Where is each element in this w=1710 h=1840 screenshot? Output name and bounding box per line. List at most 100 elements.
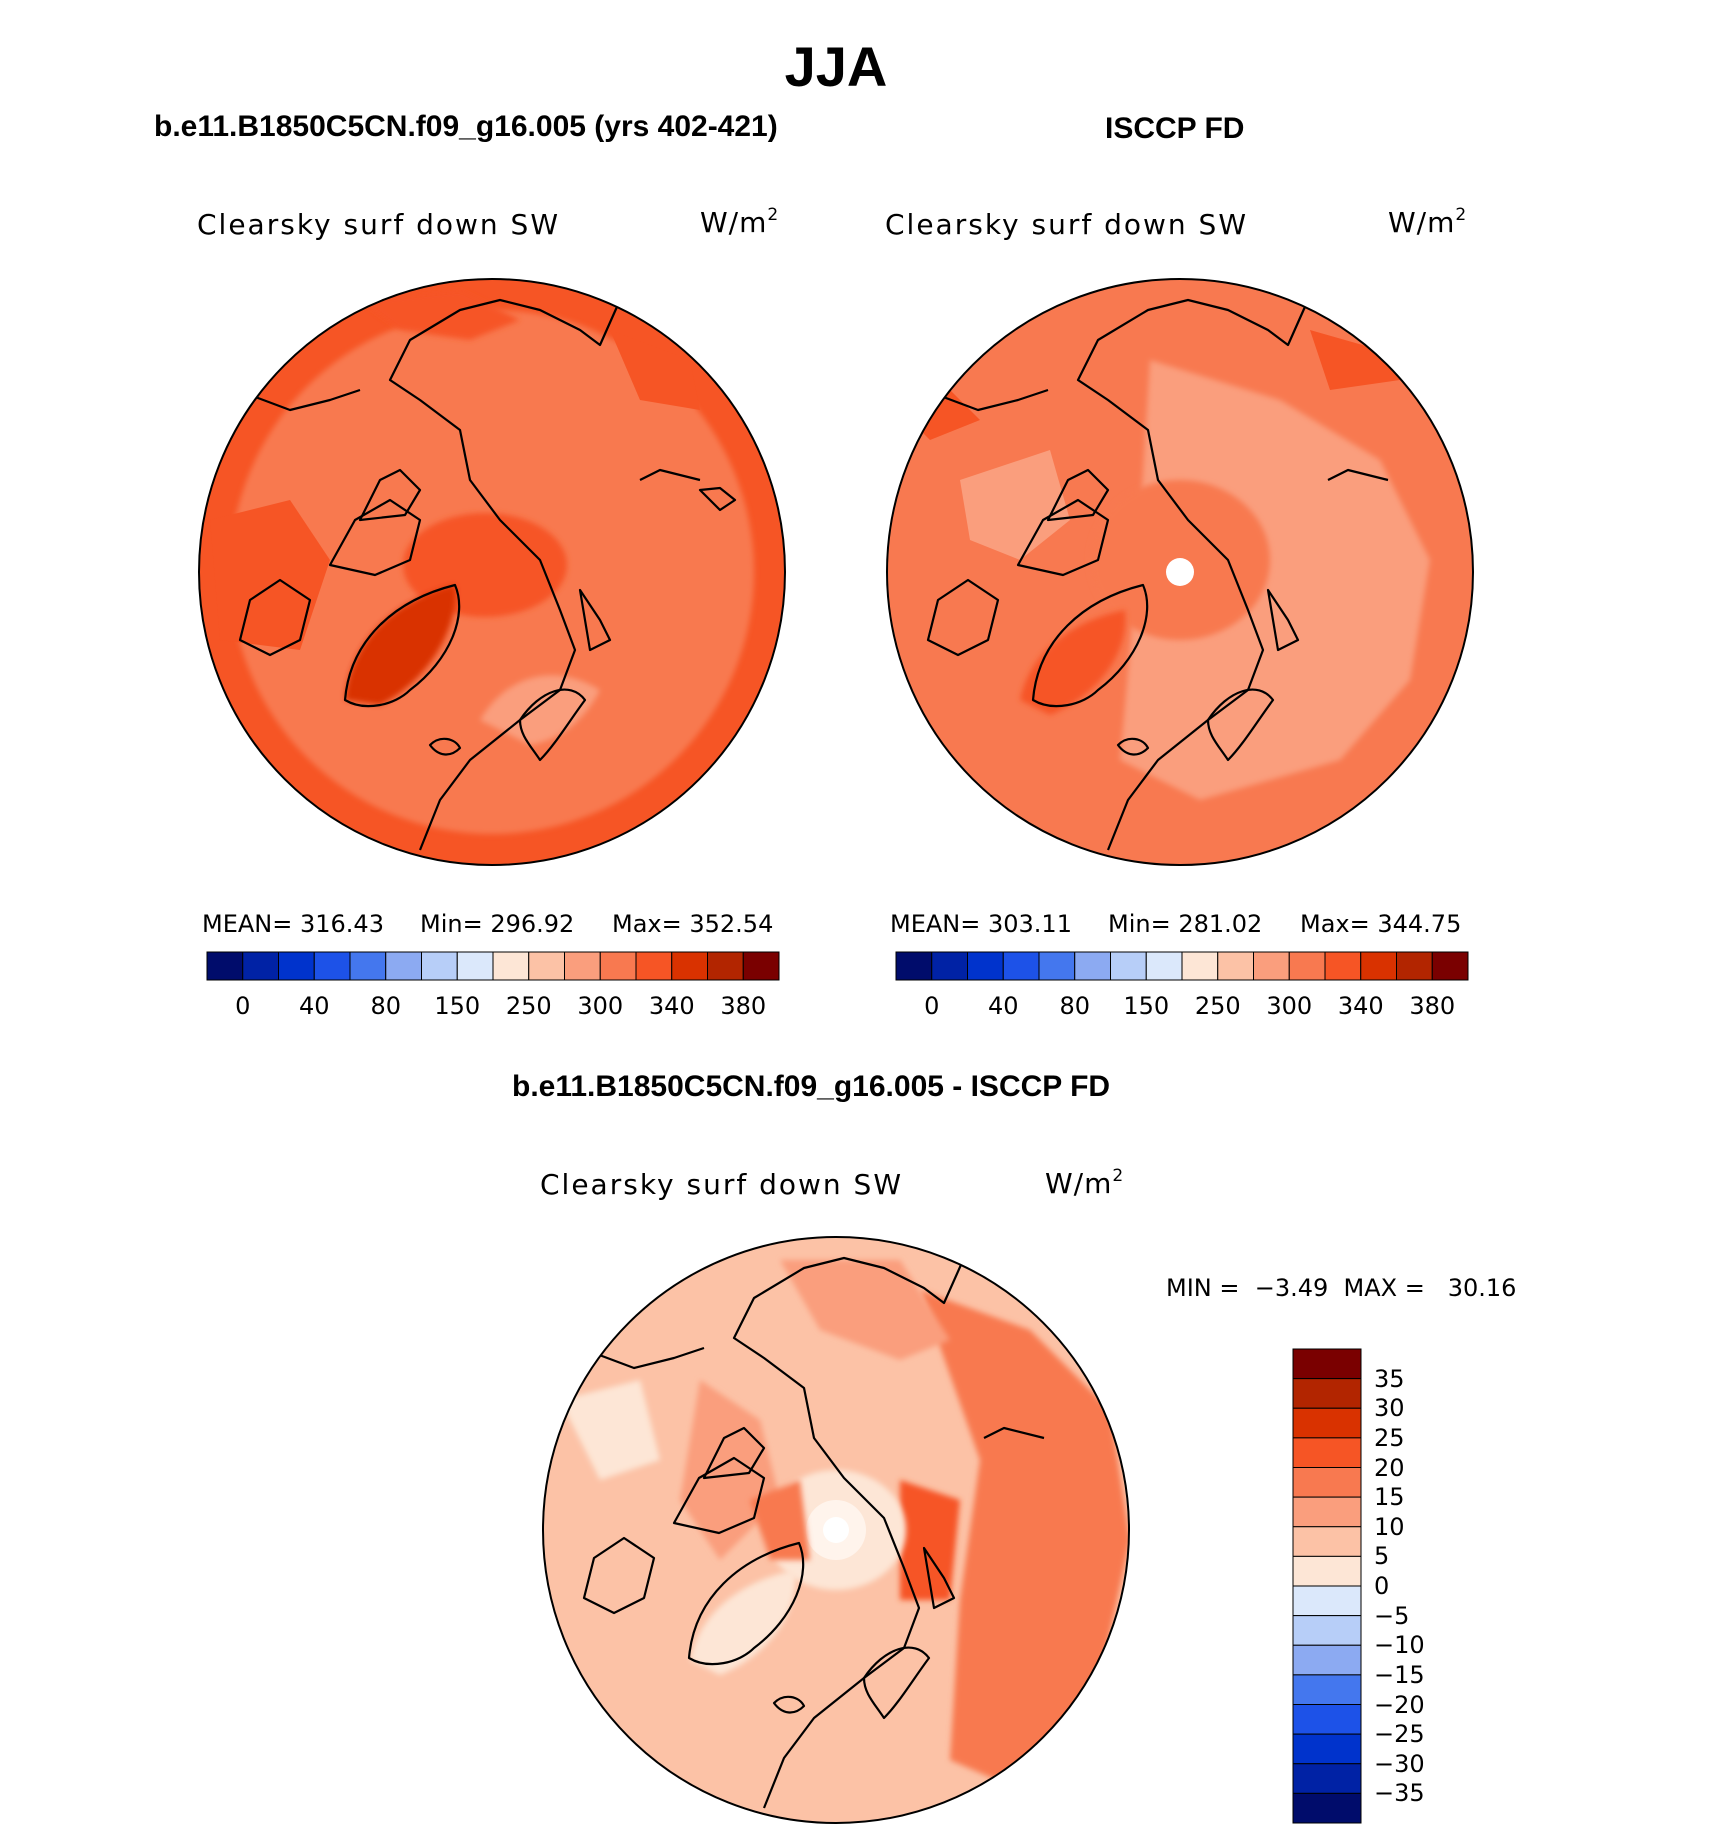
obs-colorbar-tick-label: 300: [1266, 992, 1313, 1020]
obs-colorbar-swatch: [1002, 951, 1040, 981]
model-colorbar-tick-label: 380: [720, 992, 767, 1020]
diff-colorbar-swatch: [1292, 1615, 1362, 1646]
obs-colorbar-swatch: [1217, 951, 1254, 981]
diff-colorbar-tick-label: 30: [1374, 1394, 1405, 1423]
obs-colorbar-swatch: [1396, 951, 1433, 981]
model-case-title: b.e11.B1850C5CN.f09_g16.005 (yrs 402-421…: [154, 110, 778, 143]
obs-colorbar-swatch: [1431, 951, 1469, 981]
model-colorbar-swatch: [349, 951, 387, 981]
diff-colorbar-swatch: [1292, 1348, 1362, 1380]
diff-colorbar-tick-label: −30: [1374, 1749, 1425, 1778]
model-colorbar-swatch: [206, 951, 244, 981]
obs-colorbar: [895, 951, 1469, 981]
obs-colorbar-swatch: [1288, 951, 1326, 981]
obs-colorbar-swatch: [967, 951, 1004, 981]
obs-colorbar-swatch: [1110, 951, 1147, 981]
model-colorbar-swatch: [564, 951, 601, 981]
obs-colorbar-tick-label: 250: [1194, 992, 1241, 1020]
obs-colorbar-swatch: [1038, 951, 1076, 981]
obs-case-title: ISCCP FD: [1105, 112, 1245, 145]
diff-case-title: b.e11.B1850C5CN.f09_g16.005 - ISCCP FD: [512, 1070, 1111, 1103]
obs-min-label: Min= 281.02: [1108, 910, 1263, 938]
diff-colorbar-tick-label: −25: [1374, 1720, 1425, 1749]
model-units-label: W/m2: [700, 205, 780, 239]
diff-colorbar-swatch: [1292, 1378, 1362, 1409]
model-colorbar-tick-label: 250: [505, 992, 552, 1020]
model-colorbar-tick-label: 300: [577, 992, 624, 1020]
diff-colorbar-tick-label: −35: [1374, 1779, 1425, 1808]
obs-colorbar-swatch: [1253, 951, 1290, 981]
obs-colorbar-tick-label: 340: [1337, 992, 1384, 1020]
obs-colorbar-ticks: 0 40 80 150 250 300 340 380: [896, 992, 1468, 1022]
diff-colorbar-tick-label: 10: [1374, 1512, 1405, 1541]
obs-colorbar-swatch: [1360, 951, 1397, 981]
model-min-label: Min= 296.92: [420, 910, 575, 938]
model-max-label: Max= 352.54: [612, 910, 774, 938]
model-colorbar-swatch: [492, 951, 530, 981]
model-colorbar-swatch: [421, 951, 458, 981]
obs-variable-label: Clearsky surf down SW: [885, 208, 1249, 241]
diff-minmax-label: MIN = −3.49 MAX = 30.16: [1166, 1274, 1517, 1302]
diff-variable-label: Clearsky surf down SW: [540, 1168, 904, 1201]
model-colorbar-swatch: [278, 951, 315, 981]
diff-colorbar-tick-label: 35: [1374, 1364, 1405, 1393]
obs-colorbar-tick-label: 40: [987, 992, 1019, 1020]
obs-colorbar-tick-label: 380: [1409, 992, 1456, 1020]
diff-colorbar-tick-label: 15: [1374, 1483, 1405, 1512]
diff-colorbar-swatch: [1292, 1733, 1362, 1765]
model-variable-label: Clearsky surf down SW: [197, 208, 561, 241]
model-mean-label: MEAN= 316.43: [202, 910, 384, 938]
diff-colorbar-swatch: [1292, 1407, 1362, 1439]
diff-colorbar-tick-label: −15: [1374, 1660, 1425, 1689]
model-colorbar-ticks: 0 40 80 150 250 300 340 380: [207, 992, 779, 1022]
model-colorbar-swatch: [742, 951, 780, 981]
diff-colorbar-swatch: [1292, 1704, 1362, 1735]
diff-colorbar-tick-label: −20: [1374, 1690, 1425, 1719]
diff-colorbar-tick-label: 20: [1374, 1453, 1405, 1482]
diff-colorbar-swatch: [1292, 1496, 1362, 1528]
diff-colorbar-swatch: [1292, 1467, 1362, 1498]
diff-colorbar-swatch: [1292, 1644, 1362, 1676]
obs-colorbar-swatch: [931, 951, 968, 981]
model-colorbar-swatch: [385, 951, 422, 981]
obs-colorbar-swatch: [1145, 951, 1183, 981]
model-colorbar-tick-label: 80: [370, 992, 402, 1020]
diff-colorbar-swatch: [1292, 1763, 1362, 1794]
diff-colorbar: [1292, 1348, 1362, 1824]
diff-colorbar-tick-label: −5: [1374, 1601, 1410, 1630]
diff-colorbar-swatch: [1292, 1585, 1362, 1617]
model-colorbar-tick-label: 0: [235, 992, 251, 1020]
obs-field: [887, 279, 1473, 865]
diff-colorbar-ticks: 35 30 25 20 15 10 5 0 −5 −10 −15 −20 −25 −30 −35: [1374, 1349, 1454, 1823]
model-colorbar-swatch: [635, 951, 673, 981]
obs-colorbar-tick-label: 80: [1059, 992, 1091, 1020]
obs-colorbar-swatch: [895, 951, 933, 981]
model-colorbar-swatch: [707, 951, 744, 981]
obs-mean-label: MEAN= 303.11: [890, 910, 1072, 938]
diff-colorbar-swatch: [1292, 1437, 1362, 1468]
diff-colorbar-tick-label: 0: [1374, 1572, 1390, 1600]
season-title: JJA: [784, 35, 888, 98]
model-colorbar-tick-label: 150: [434, 992, 481, 1020]
model-colorbar-swatch: [671, 951, 708, 981]
model-field: [199, 279, 785, 865]
obs-colorbar-swatch: [1181, 951, 1219, 981]
diff-colorbar-tick-label: 5: [1374, 1542, 1390, 1571]
diff-units-label: W/m2: [1045, 1166, 1125, 1200]
model-colorbar-tick-label: 340: [648, 992, 695, 1020]
diff-colorbar-swatch: [1292, 1792, 1362, 1824]
diff-colorbar-tick-label: 25: [1374, 1423, 1405, 1452]
model-colorbar-tick-label: 40: [298, 992, 330, 1020]
obs-max-label: Max= 344.75: [1300, 910, 1462, 938]
model-colorbar: [206, 951, 780, 981]
model-colorbar-swatch: [456, 951, 494, 981]
diff-colorbar-swatch: [1292, 1674, 1362, 1705]
diff-field: [543, 1237, 1129, 1823]
model-colorbar-swatch: [528, 951, 565, 981]
obs-units-label: W/m2: [1388, 205, 1468, 239]
obs-colorbar-swatch: [1324, 951, 1362, 981]
model-colorbar-swatch: [313, 951, 351, 981]
obs-colorbar-swatch: [1074, 951, 1111, 981]
diff-colorbar-tick-label: −10: [1374, 1631, 1425, 1660]
model-colorbar-swatch: [242, 951, 279, 981]
